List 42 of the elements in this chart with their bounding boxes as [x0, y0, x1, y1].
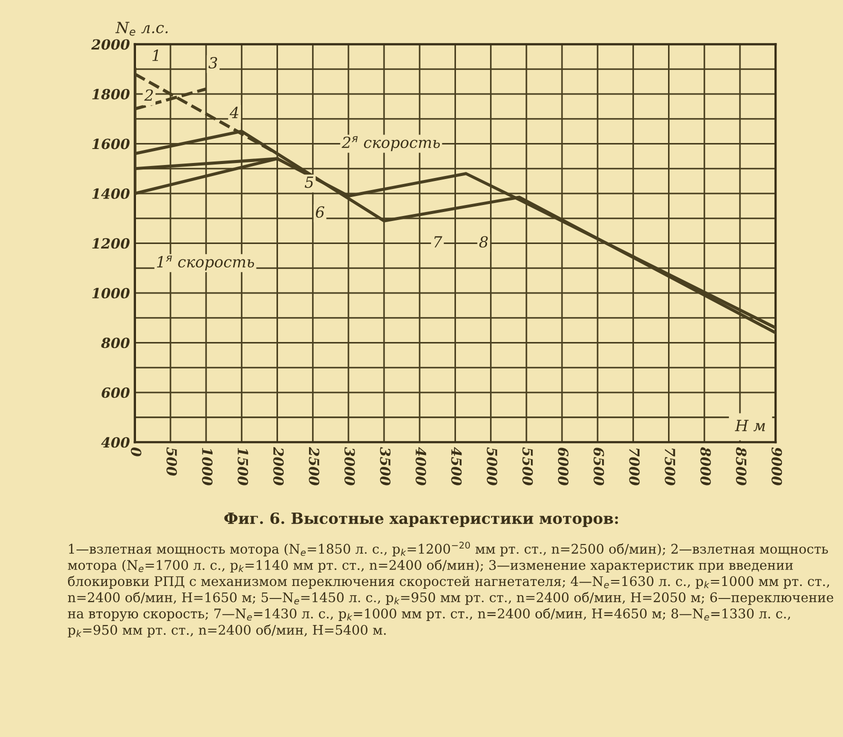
x-tick-label: 4000: [416, 447, 426, 486]
x-tick-label: 5000: [486, 447, 498, 486]
y-tick-label: 1600: [92, 138, 130, 150]
x-tick-label: 2500: [308, 446, 320, 486]
x-tick-label: 9000: [772, 447, 782, 486]
annotation: 7: [434, 236, 442, 248]
x-tick-label: 7500: [664, 448, 676, 486]
x-tick-label: 8500: [736, 447, 746, 486]
x-tick-label: 0: [130, 448, 142, 456]
annotation: 3: [208, 56, 218, 69]
annotation: 2: [144, 89, 153, 101]
x-tick-label: 3000: [344, 447, 355, 486]
x-tick-label: 6500: [594, 448, 604, 486]
annotation: 6: [316, 206, 324, 218]
y-tick-label: 800: [101, 338, 130, 348]
text: Фиг. 6. Высотные характеристики моторов:: [224, 512, 618, 527]
y-tick-label: 1400: [92, 188, 130, 199]
y-tick-label: 600: [102, 387, 130, 398]
y-tick-label: 2000: [91, 39, 130, 50]
x-tick-label: 4500: [451, 447, 462, 486]
x-tick-label: 2000: [273, 446, 284, 486]
x-tick-label: 5500: [522, 447, 533, 486]
x-tick-label: 500: [166, 447, 177, 476]
annotation: 4: [230, 106, 238, 118]
y-tick-label: 400: [101, 437, 130, 448]
y-axis-title: N$_{e}$ л.с.: [115, 22, 168, 36]
annotation: 1$^{я}$ скорость: [157, 256, 254, 270]
x-tick-label: 6000: [558, 448, 568, 486]
y-tick-label: 1800: [92, 88, 130, 100]
x-tick-label: 1000: [202, 448, 213, 486]
x-axis-title: H м: [734, 420, 765, 432]
x-tick-label: 8000: [700, 447, 711, 486]
annotation: 8: [479, 236, 488, 248]
y-tick-label: 1200: [92, 238, 130, 249]
annotation: 1: [152, 50, 158, 61]
annotation: 5: [304, 176, 314, 188]
x-tick-label: 3500: [380, 447, 391, 486]
x-tick-label: 1500: [238, 448, 248, 486]
text: 1—взлетная мощность мотора (N$_{e}$=1850 л. с., p$_{k}$=1200$^{−20}$ мм рт. ст., n=2500 об/мин); 2—взлетная мощность мотора (N$_{e}$=1700 л. с., p$_{k}$=1140 мм рт. ст., n=2400 об/мин); 3—изменение характеристик при введении блокировки РПД с механизмом переключения скоростей нагнетателя; 4—N$_{e}$=1630 л. с., p$_{k}$=1000 мм рт. ст., n=2400 об/мин, H=1650 м; 5—N$_{e}$=1450 л. с., p$_{k}$=950 мм рт. ст., n=2400 об/мин, H=2050 м; 6—переключение на вторую скорость; 7—N$_{e}$=1430 л. с., p$_{k}$=1000 мм рт. ст., n=2400 об/мин, H=4650 м; 8—N$_{e}$=1330 л. с., p$_{k}$=950 мм рт. ст., n=2400 об/мин, H=5400 м.: [68, 542, 834, 638]
y-tick-label: 1000: [92, 288, 130, 298]
annotation: 2$^{я}$ скорость: [342, 136, 440, 152]
x-tick-label: 7000: [629, 448, 640, 486]
